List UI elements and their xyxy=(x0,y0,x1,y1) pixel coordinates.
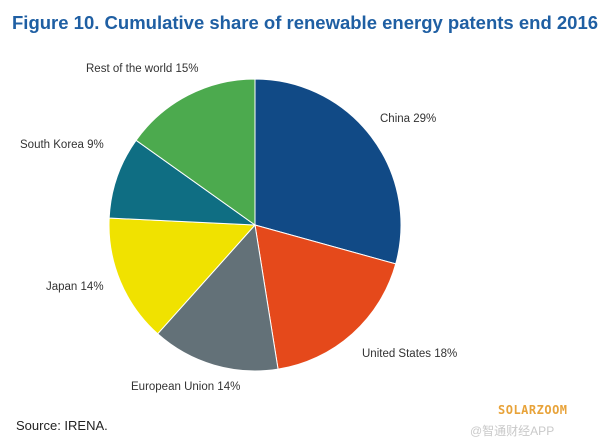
watermark-brand: SOLARZOOM xyxy=(498,403,568,417)
slice-label-japan: Japan 14% xyxy=(46,281,104,293)
slice-label-united-states: United States 18% xyxy=(362,348,457,360)
pie-slice-united-states xyxy=(254,224,397,370)
pie-slice-china xyxy=(254,78,402,265)
pie-slice-south-korea xyxy=(108,139,257,226)
chart-title: Figure 10. Cumulative share of renewable… xyxy=(12,12,599,33)
pie-labels: China 29% United States 18% European Union… xyxy=(20,63,457,393)
slice-label-rest-of-the-world: Rest of the world 15% xyxy=(86,63,199,75)
slice-label-south-korea: South Korea 9% xyxy=(20,139,104,151)
pie-slice-japan xyxy=(108,217,257,335)
pie-slices xyxy=(108,78,402,372)
slice-label-china: China 29% xyxy=(380,113,436,125)
slice-label-european-union: European Union 14% xyxy=(131,381,240,393)
source-note: Source: IRENA. xyxy=(16,418,108,433)
pie-slice-rest-of-the-world xyxy=(135,78,256,226)
watermark-app: @智通财经APP xyxy=(470,424,555,438)
pie-slice-european-union xyxy=(156,223,279,372)
